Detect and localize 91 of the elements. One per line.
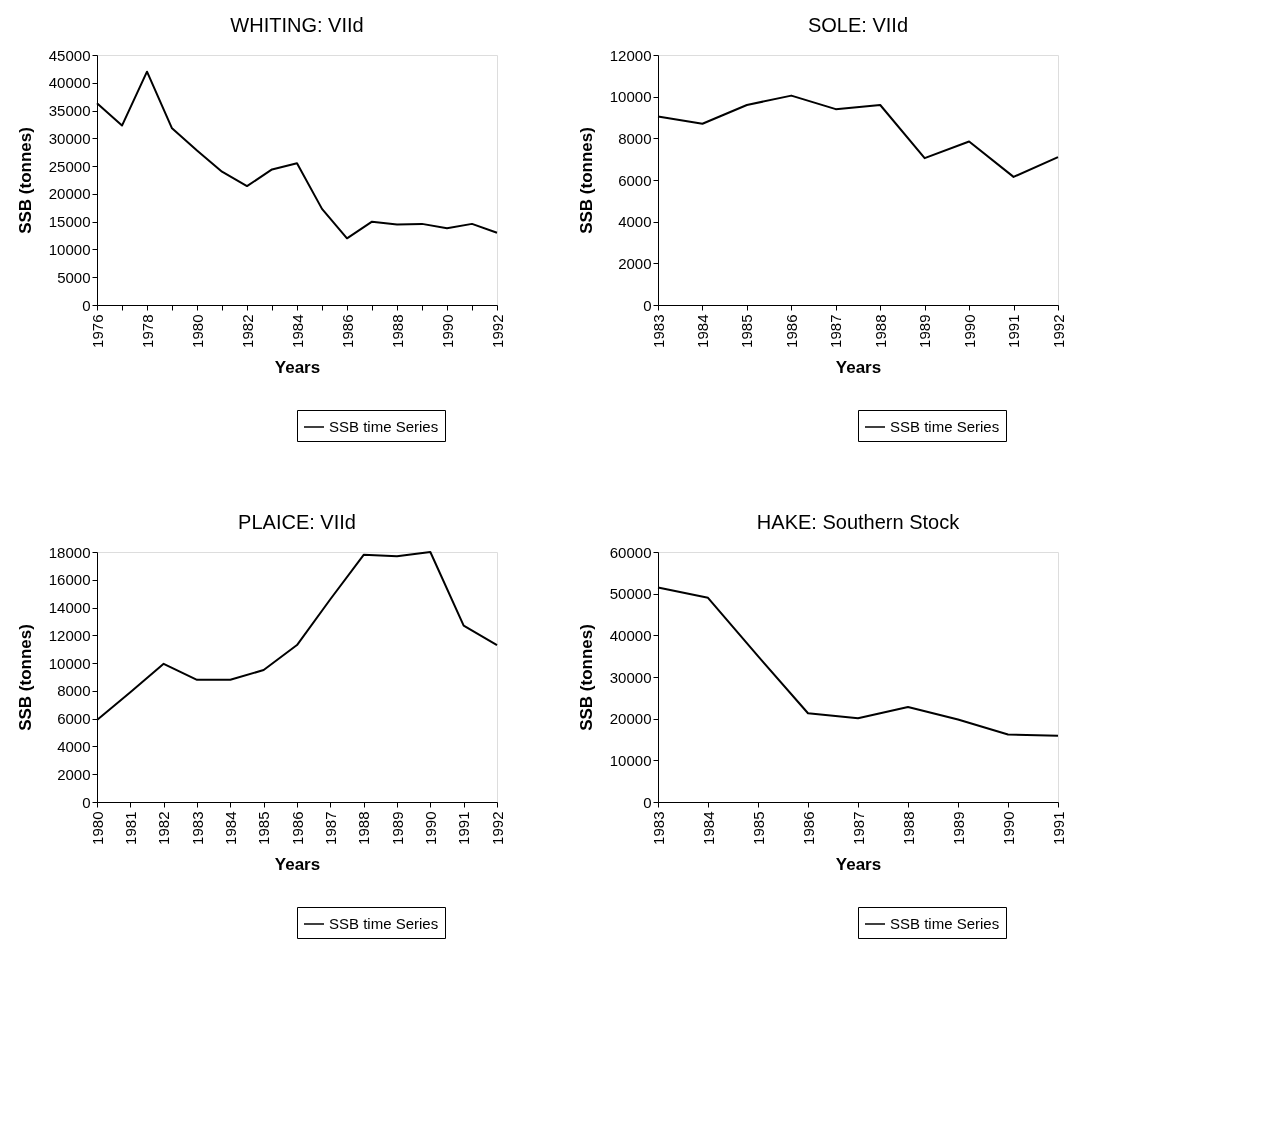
x-tick-label: 1990 bbox=[438, 314, 456, 348]
y-tick-label: 0 bbox=[82, 793, 91, 811]
x-axis-title: Years bbox=[835, 357, 882, 377]
x-tick-label: 1987 bbox=[849, 811, 867, 845]
x-tick-label: 1985 bbox=[738, 314, 756, 348]
y-tick-label: 10000 bbox=[609, 751, 652, 769]
y-tick-label: 20000 bbox=[609, 710, 652, 728]
y-tick-label: 4000 bbox=[618, 213, 652, 231]
chart-title: WHITING: VIId bbox=[230, 14, 364, 36]
x-tick-label: 1984 bbox=[693, 314, 711, 348]
y-tick-label: 35000 bbox=[48, 102, 91, 120]
y-tick-label: 0 bbox=[643, 296, 652, 314]
x-tick-label: 1990 bbox=[421, 811, 439, 845]
y-tick-label: 30000 bbox=[48, 129, 91, 147]
y-tick-label: 2000 bbox=[57, 765, 91, 783]
x-tick-label: 1985 bbox=[255, 811, 273, 845]
x-tick-label: 1989 bbox=[388, 811, 406, 845]
y-tick-label: 20000 bbox=[48, 185, 91, 203]
y-tick-label: 18000 bbox=[48, 543, 91, 561]
x-tick-label: 1986 bbox=[799, 811, 817, 845]
x-tick-label: 1988 bbox=[899, 811, 917, 845]
x-tick-label: 1990 bbox=[960, 314, 978, 348]
y-tick-label: 12000 bbox=[609, 46, 652, 64]
x-tick-label: 1992 bbox=[488, 314, 506, 348]
chart-title: PLAICE: VIId bbox=[238, 511, 356, 533]
y-axis-title: SSB (tonnes) bbox=[15, 127, 35, 234]
x-tick-label: 1987 bbox=[827, 314, 845, 348]
x-tick-label: 1978 bbox=[138, 314, 156, 348]
y-tick-label: 0 bbox=[82, 296, 91, 314]
x-tick-label: 1982 bbox=[238, 314, 256, 348]
y-tick-label: 60000 bbox=[609, 543, 652, 561]
x-tick-label: 1982 bbox=[155, 811, 173, 845]
x-tick-label: 1984 bbox=[699, 811, 717, 845]
y-axis-title: SSB (tonnes) bbox=[15, 624, 35, 731]
x-tick-label: 1983 bbox=[188, 811, 206, 845]
y-tick-label: 10000 bbox=[48, 240, 91, 258]
x-tick-label: 1984 bbox=[288, 314, 306, 348]
x-tick-label: 1985 bbox=[749, 811, 767, 845]
chart-title: HAKE: Southern Stock bbox=[756, 511, 961, 533]
y-tick-label: 10000 bbox=[609, 88, 652, 106]
y-axis-title: SSB (tonnes) bbox=[576, 624, 596, 731]
y-tick-label: 25000 bbox=[48, 157, 91, 175]
x-tick-label: 1991 bbox=[1049, 811, 1067, 845]
y-tick-label: 15000 bbox=[48, 213, 91, 231]
x-tick-label: 1992 bbox=[1049, 314, 1067, 348]
y-tick-label: 6000 bbox=[57, 710, 91, 728]
x-tick-label: 1991 bbox=[1005, 314, 1023, 348]
chart-title: SOLE: VIId bbox=[807, 14, 909, 36]
y-tick-label: 4000 bbox=[57, 737, 91, 755]
x-tick-label: 1989 bbox=[916, 314, 934, 348]
x-tick-label: 1986 bbox=[338, 314, 356, 348]
y-tick-label: 0 bbox=[643, 793, 652, 811]
x-tick-label: 1976 bbox=[88, 314, 106, 348]
y-tick-label: 5000 bbox=[57, 268, 91, 286]
legend-label: SSB time Series bbox=[890, 915, 1000, 932]
y-axis-title: SSB (tonnes) bbox=[576, 127, 596, 234]
x-tick-label: 1990 bbox=[999, 811, 1017, 845]
y-tick-label: 8000 bbox=[57, 682, 91, 700]
legend-label: SSB time Series bbox=[329, 915, 439, 932]
y-tick-label: 45000 bbox=[48, 46, 91, 64]
y-tick-label: 50000 bbox=[609, 585, 652, 603]
y-tick-label: 40000 bbox=[48, 74, 91, 92]
y-tick-label: 12000 bbox=[48, 626, 91, 644]
x-tick-label: 1984 bbox=[221, 811, 239, 845]
x-tick-label: 1980 bbox=[188, 314, 206, 348]
x-axis-title: Years bbox=[274, 854, 321, 874]
x-axis-title: Years bbox=[835, 854, 882, 874]
y-tick-label: 10000 bbox=[48, 654, 91, 672]
x-tick-label: 1992 bbox=[488, 811, 506, 845]
x-tick-label: 1988 bbox=[355, 811, 373, 845]
x-tick-label: 1980 bbox=[88, 811, 106, 845]
y-tick-label: 2000 bbox=[618, 254, 652, 272]
x-tick-label: 1988 bbox=[388, 314, 406, 348]
y-tick-label: 8000 bbox=[618, 129, 652, 147]
legend-label: SSB time Series bbox=[890, 418, 1000, 435]
x-tick-label: 1983 bbox=[649, 314, 667, 348]
x-tick-label: 1989 bbox=[949, 811, 967, 845]
y-tick-label: 40000 bbox=[609, 626, 652, 644]
legend-label: SSB time Series bbox=[329, 418, 439, 435]
y-tick-label: 14000 bbox=[48, 599, 91, 617]
x-tick-label: 1986 bbox=[288, 811, 306, 845]
y-tick-label: 6000 bbox=[618, 171, 652, 189]
x-tick-label: 1981 bbox=[121, 811, 139, 845]
x-axis-title: Years bbox=[274, 357, 321, 377]
y-tick-label: 30000 bbox=[609, 668, 652, 686]
y-tick-label: 16000 bbox=[48, 571, 91, 589]
x-tick-label: 1988 bbox=[871, 314, 889, 348]
x-tick-label: 1986 bbox=[782, 314, 800, 348]
x-tick-label: 1991 bbox=[455, 811, 473, 845]
x-tick-label: 1987 bbox=[321, 811, 339, 845]
x-tick-label: 1983 bbox=[649, 811, 667, 845]
